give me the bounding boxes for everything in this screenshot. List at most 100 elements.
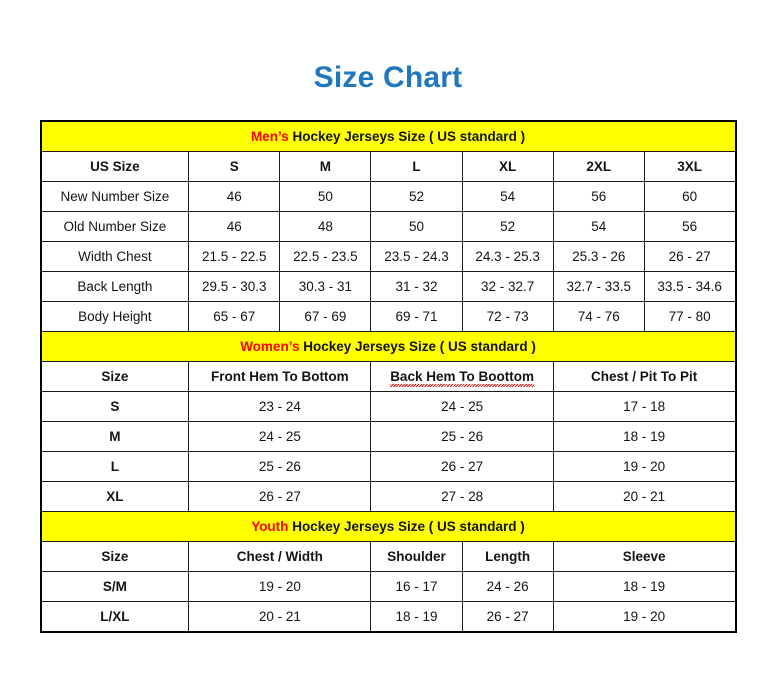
- womens-cell: 25 - 26: [370, 421, 554, 452]
- womens-header-cell: Chest / Pit To Pit: [552, 361, 737, 392]
- youth-header-cell: Size: [39, 541, 190, 572]
- mens-row-label: Back Length: [39, 271, 190, 302]
- mens-header-cell: US Size: [39, 151, 190, 182]
- womens-band-accent: Women’s: [240, 339, 300, 354]
- mens-cell: 32.7 - 33.5: [552, 271, 645, 302]
- size-chart-table-wrap: Men’s Hockey Jerseys Size ( US standard …: [39, 120, 737, 633]
- womens-row-label: M: [39, 421, 190, 452]
- womens-cell: 27 - 28: [370, 481, 554, 512]
- mens-header-cell: 3XL: [643, 151, 737, 182]
- mens-row-label: Body Height: [39, 301, 190, 332]
- mens-cell: 65 - 67: [188, 301, 281, 332]
- womens-cell: 19 - 20: [552, 451, 737, 482]
- womens-cell: 24 - 25: [188, 421, 372, 452]
- youth-cell: 24 - 26: [461, 571, 554, 602]
- table-row: Body Height 65 - 67 67 - 69 69 - 71 72 -…: [39, 301, 737, 332]
- mens-cell: 60: [643, 181, 737, 212]
- womens-cell: 25 - 26: [188, 451, 372, 482]
- mens-cell: 50: [279, 181, 372, 212]
- womens-row-label: XL: [39, 481, 190, 512]
- mens-cell: 46: [188, 181, 281, 212]
- youth-cell: 18 - 19: [370, 601, 463, 633]
- mens-cell: 69 - 71: [370, 301, 463, 332]
- womens-band-rest: Hockey Jerseys Size ( US standard ): [299, 339, 536, 354]
- mens-cell: 54: [552, 211, 645, 242]
- mens-cell: 24.3 - 25.3: [461, 241, 554, 272]
- womens-header-cell: Size: [39, 361, 190, 392]
- womens-band-row: Women’s Hockey Jerseys Size ( US standar…: [40, 331, 736, 362]
- mens-cell: 25.3 - 26: [552, 241, 645, 272]
- mens-header-cell: M: [279, 151, 372, 182]
- womens-cell: 18 - 19: [552, 421, 737, 452]
- youth-band-accent: Youth: [251, 519, 289, 534]
- mens-row-label: New Number Size: [39, 181, 190, 212]
- womens-row-label: L: [39, 451, 190, 482]
- mens-cell: 46: [188, 211, 281, 242]
- youth-cell: 16 - 17: [370, 571, 463, 602]
- youth-header-cell: Length: [461, 541, 554, 572]
- table-row: XL 26 - 27 27 - 28 20 - 21: [39, 481, 737, 512]
- youth-row-label: S/M: [39, 571, 190, 602]
- mens-cell: 33.5 - 34.6: [643, 271, 737, 302]
- womens-cell: 20 - 21: [552, 481, 737, 512]
- mens-cell: 56: [552, 181, 645, 212]
- youth-section-band: Youth Hockey Jerseys Size ( US standard …: [40, 511, 736, 542]
- womens-header-misspelled-text: Back Hem To Boottom: [390, 369, 534, 387]
- table-row: New Number Size 46 50 52 54 56 60: [39, 181, 737, 212]
- mens-cell: 26 - 27: [643, 241, 737, 272]
- womens-row-label: S: [39, 391, 190, 422]
- youth-cell: 19 - 20: [552, 601, 737, 633]
- womens-cell: 24 - 25: [370, 391, 554, 422]
- mens-row-label: Old Number Size: [39, 211, 190, 242]
- mens-header-cell: S: [188, 151, 281, 182]
- womens-header-cell: Front Hem To Bottom: [188, 361, 372, 392]
- mens-cell: 74 - 76: [552, 301, 645, 332]
- womens-cell: 23 - 24: [188, 391, 372, 422]
- mens-cell: 48: [279, 211, 372, 242]
- mens-cell: 22.5 - 23.5: [279, 241, 372, 272]
- table-row: Back Length 29.5 - 30.3 30.3 - 31 31 - 3…: [39, 271, 737, 302]
- table-row: L 25 - 26 26 - 27 19 - 20: [39, 451, 737, 482]
- mens-section-band: Men’s Hockey Jerseys Size ( US standard …: [40, 120, 736, 152]
- youth-cell: 18 - 19: [552, 571, 737, 602]
- mens-cell: 31 - 32: [370, 271, 463, 302]
- womens-cell: 26 - 27: [188, 481, 372, 512]
- mens-cell: 30.3 - 31: [279, 271, 372, 302]
- table-row: Old Number Size 46 48 50 52 54 56: [39, 211, 737, 242]
- mens-cell: 67 - 69: [279, 301, 372, 332]
- mens-row-label: Width Chest: [39, 241, 190, 272]
- youth-header-cell: Chest / Width: [188, 541, 372, 572]
- mens-cell: 29.5 - 30.3: [188, 271, 281, 302]
- mens-cell: 23.5 - 24.3: [370, 241, 463, 272]
- youth-header-cell: Shoulder: [370, 541, 463, 572]
- table-row: S 23 - 24 24 - 25 17 - 18: [39, 391, 737, 422]
- womens-cell: 26 - 27: [370, 451, 554, 482]
- mens-header-row: US Size S M L XL 2XL 3XL: [39, 151, 737, 182]
- mens-header-cell: 2XL: [552, 151, 645, 182]
- womens-header-row: Size Front Hem To Bottom Back Hem To Boo…: [39, 361, 737, 392]
- mens-band-rest: Hockey Jerseys Size ( US standard ): [288, 129, 526, 144]
- mens-cell: 52: [461, 211, 554, 242]
- mens-cell: 56: [643, 211, 737, 242]
- mens-cell: 77 - 80: [643, 301, 737, 332]
- mens-band-accent: Men’s: [250, 129, 289, 144]
- womens-cell: 17 - 18: [552, 391, 737, 422]
- table-row: L/XL 20 - 21 18 - 19 26 - 27 19 - 20: [39, 601, 737, 633]
- youth-band-row: Youth Hockey Jerseys Size ( US standard …: [40, 511, 736, 542]
- mens-header-cell: XL: [461, 151, 554, 182]
- mens-cell: 52: [370, 181, 463, 212]
- womens-section-band: Women’s Hockey Jerseys Size ( US standar…: [40, 331, 736, 362]
- mens-cell: 32 - 32.7: [461, 271, 554, 302]
- youth-band-rest: Hockey Jerseys Size ( US standard ): [288, 519, 525, 534]
- mens-cell: 54: [461, 181, 554, 212]
- size-chart-table: Men’s Hockey Jerseys Size ( US standard …: [39, 120, 737, 633]
- mens-header-cell: L: [370, 151, 463, 182]
- youth-header-cell: Sleeve: [552, 541, 737, 572]
- youth-row-label: L/XL: [39, 601, 190, 633]
- youth-header-row: Size Chest / Width Shoulder Length Sleev…: [39, 541, 737, 572]
- table-row: S/M 19 - 20 16 - 17 24 - 26 18 - 19: [39, 571, 737, 602]
- youth-cell: 26 - 27: [461, 601, 554, 633]
- mens-band-row: Men’s Hockey Jerseys Size ( US standard …: [40, 120, 736, 152]
- mens-cell: 72 - 73: [461, 301, 554, 332]
